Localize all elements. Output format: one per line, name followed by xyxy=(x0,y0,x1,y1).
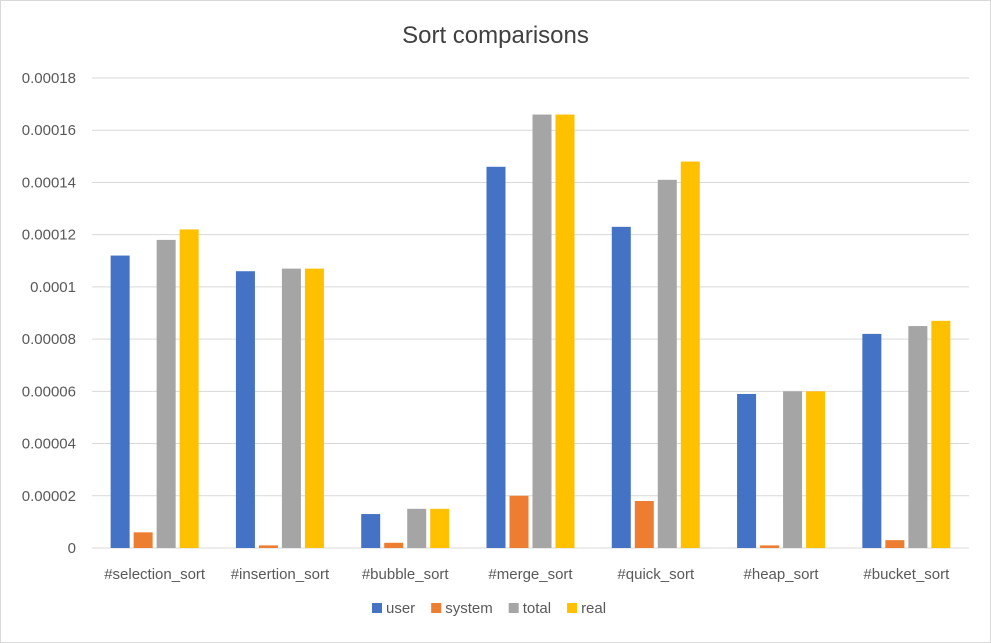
legend-label-user: user xyxy=(386,600,415,617)
bar-real xyxy=(806,391,826,548)
bar-system xyxy=(760,545,780,548)
y-axis-labels: 0 0.00002 0.00004 0.00006 0.00008 0.0001 0.000… xyxy=(22,70,76,557)
legend: user system total real xyxy=(372,600,606,617)
x-tick-label: #insertion_sort xyxy=(231,566,330,583)
bar-system xyxy=(885,540,905,548)
x-tick-label: #selection_sort xyxy=(104,566,206,583)
bar-user xyxy=(110,255,130,549)
x-tick-label: #bucket_sort xyxy=(863,566,950,583)
bar-total xyxy=(783,391,803,548)
y-tick-label: 0.00008 xyxy=(22,331,76,348)
bar-real xyxy=(555,114,575,549)
legend-label-total: total xyxy=(523,600,551,617)
bar-user xyxy=(737,393,757,548)
bars xyxy=(110,114,951,549)
bar-user xyxy=(235,271,255,548)
bar-total xyxy=(908,326,928,548)
y-tick-label: 0 xyxy=(68,540,76,557)
legend-swatch-user xyxy=(372,603,382,613)
chart-title: Sort comparisons xyxy=(402,22,589,49)
y-tick-label: 0.00016 xyxy=(22,122,76,139)
bar-user xyxy=(486,166,506,548)
y-tick-label: 0.00004 xyxy=(22,436,76,453)
y-tick-label: 0.00002 xyxy=(22,488,76,505)
bar-total xyxy=(407,508,427,548)
y-tick-label: 0.0001 xyxy=(30,279,76,296)
x-tick-label: #bubble_sort xyxy=(362,566,450,583)
x-tick-label: #merge_sort xyxy=(488,566,573,583)
bar-user xyxy=(611,226,631,549)
y-tick-label: 0.00012 xyxy=(22,227,76,244)
bar-system xyxy=(384,542,404,548)
bar-real xyxy=(179,229,199,548)
gridlines xyxy=(92,77,969,549)
bar-total xyxy=(281,268,301,548)
x-tick-label: #quick_sort xyxy=(617,566,695,583)
legend-swatch-total xyxy=(508,603,519,613)
bar-user xyxy=(361,514,381,548)
legend-swatch-system xyxy=(431,603,442,613)
legend-label-real: real xyxy=(581,600,606,617)
bar-system xyxy=(634,501,654,548)
y-tick-label: 0.00006 xyxy=(22,383,76,400)
bar-total xyxy=(532,114,552,549)
legend-label-system: system xyxy=(445,600,493,617)
bar-real xyxy=(430,508,450,548)
bar-total xyxy=(156,239,176,548)
x-axis-labels: #selection_sort #insertion_sort #bubble_so… xyxy=(104,566,950,583)
legend-swatch-real xyxy=(567,603,578,613)
bar-system xyxy=(133,532,153,548)
bar-total xyxy=(657,179,677,549)
x-tick-label: #heap_sort xyxy=(744,566,820,583)
bar-system xyxy=(258,545,278,548)
y-tick-label: 0.00014 xyxy=(22,174,76,191)
bar-real xyxy=(304,268,324,548)
bar-real xyxy=(931,320,951,548)
bar-real xyxy=(680,161,700,549)
y-tick-label: 0.00018 xyxy=(22,70,76,87)
bar-system xyxy=(509,495,529,548)
bar-user xyxy=(862,333,882,548)
